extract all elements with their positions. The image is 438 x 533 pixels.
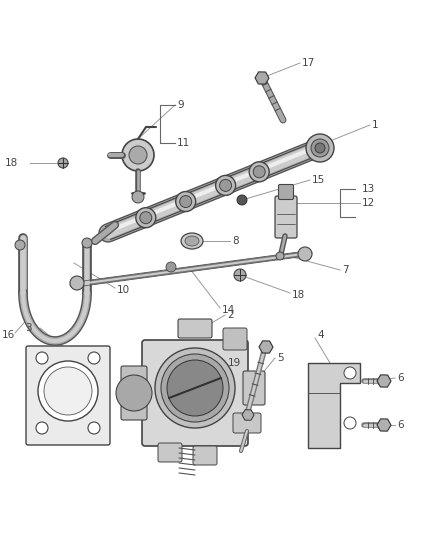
FancyBboxPatch shape [178, 319, 212, 338]
Circle shape [88, 422, 100, 434]
Circle shape [311, 139, 329, 157]
Circle shape [215, 175, 236, 196]
Circle shape [38, 361, 98, 421]
Text: 18: 18 [5, 158, 18, 168]
FancyBboxPatch shape [158, 443, 182, 462]
Text: 10: 10 [117, 285, 130, 295]
FancyBboxPatch shape [233, 413, 261, 433]
Circle shape [140, 212, 152, 224]
Text: 6: 6 [397, 373, 404, 383]
Text: 19: 19 [228, 358, 241, 368]
Polygon shape [308, 363, 360, 448]
Ellipse shape [181, 233, 203, 249]
Text: 15: 15 [312, 175, 325, 185]
Circle shape [44, 367, 92, 415]
Circle shape [166, 262, 176, 272]
FancyBboxPatch shape [275, 196, 297, 238]
FancyBboxPatch shape [223, 328, 247, 350]
FancyBboxPatch shape [279, 184, 293, 199]
Circle shape [298, 247, 312, 261]
Circle shape [70, 276, 84, 290]
Text: 5: 5 [277, 353, 284, 363]
Text: 7: 7 [342, 265, 349, 275]
Text: 6: 6 [397, 420, 404, 430]
Circle shape [237, 195, 247, 205]
Circle shape [122, 139, 154, 171]
FancyBboxPatch shape [142, 340, 248, 446]
Circle shape [88, 352, 100, 364]
Text: 8: 8 [232, 236, 239, 246]
Circle shape [249, 162, 269, 182]
FancyBboxPatch shape [26, 346, 110, 445]
Circle shape [116, 375, 152, 411]
Text: 1: 1 [372, 120, 378, 130]
Circle shape [161, 354, 229, 422]
Text: 14: 14 [222, 305, 235, 315]
FancyBboxPatch shape [121, 366, 147, 420]
Circle shape [180, 196, 192, 207]
Text: 17: 17 [302, 58, 315, 68]
Circle shape [82, 238, 92, 248]
Text: 13: 13 [362, 184, 375, 194]
Circle shape [344, 367, 356, 379]
Ellipse shape [185, 236, 199, 246]
Text: 11: 11 [177, 138, 190, 148]
Circle shape [155, 348, 235, 428]
Text: 4: 4 [317, 330, 324, 340]
Text: 16: 16 [2, 330, 15, 340]
Circle shape [344, 417, 356, 429]
Text: 12: 12 [362, 198, 375, 208]
Text: 18: 18 [292, 290, 305, 300]
FancyBboxPatch shape [193, 446, 217, 465]
Circle shape [36, 422, 48, 434]
Circle shape [58, 158, 68, 168]
Circle shape [15, 240, 25, 250]
Circle shape [132, 191, 144, 203]
Text: 3: 3 [25, 323, 32, 333]
Circle shape [167, 360, 223, 416]
Circle shape [176, 191, 196, 212]
Circle shape [136, 208, 156, 228]
FancyBboxPatch shape [243, 371, 265, 405]
Circle shape [253, 166, 265, 178]
Text: 9: 9 [177, 100, 184, 110]
Circle shape [36, 352, 48, 364]
Circle shape [129, 146, 147, 164]
Circle shape [234, 269, 246, 281]
Circle shape [315, 143, 325, 153]
Circle shape [306, 134, 334, 162]
Circle shape [276, 252, 284, 260]
Text: 2: 2 [227, 310, 233, 320]
Circle shape [219, 180, 232, 191]
